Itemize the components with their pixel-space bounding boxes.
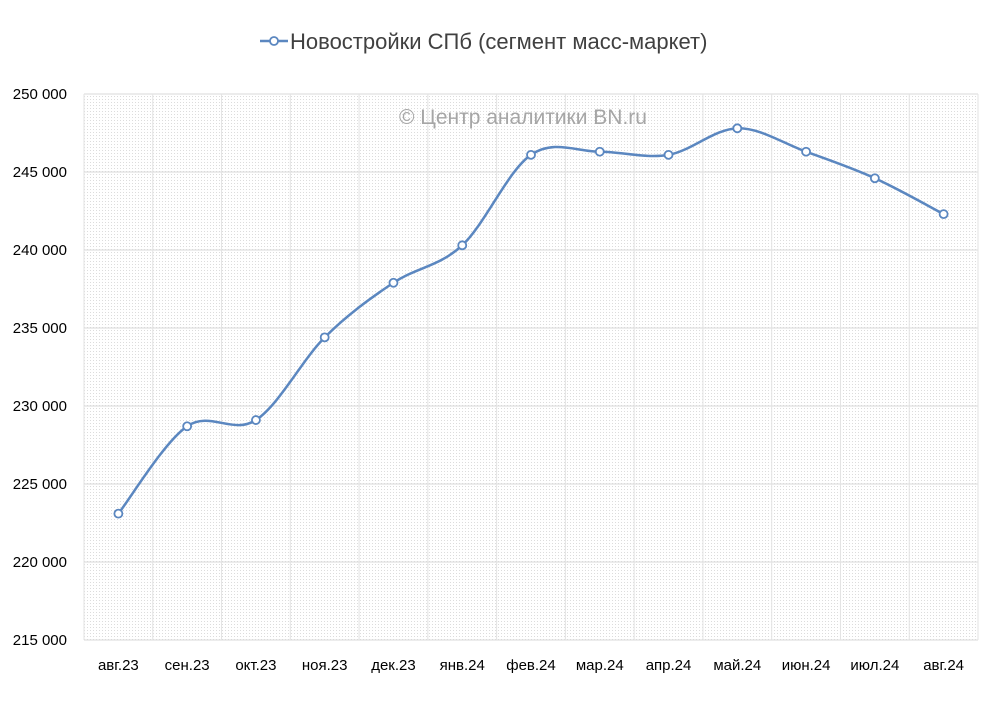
- data-point: [251, 415, 261, 425]
- data-point: [663, 149, 674, 160]
- x-tick-label: ноя.23: [302, 657, 348, 674]
- x-tick-label: май.24: [713, 657, 761, 674]
- legend-label: Новостройки СПб (сегмент масс-маркет): [290, 29, 707, 54]
- data-point: [594, 146, 605, 157]
- y-tick-label: 220 000: [13, 554, 67, 571]
- x-tick-label: июл.24: [850, 657, 899, 674]
- data-point: [732, 123, 743, 134]
- legend-point-marker: [269, 36, 279, 46]
- x-tick-label: мар.24: [576, 657, 624, 674]
- y-tick-label: 240 000: [13, 242, 67, 259]
- x-tick-label: окт.23: [235, 657, 276, 674]
- x-tick-label: сен.23: [165, 657, 210, 674]
- data-point: [457, 240, 468, 251]
- data-point: [319, 332, 330, 343]
- y-axis: 215 000 220 000 225 000 230 000 235 000 240 0…: [13, 86, 67, 649]
- y-tick-label: 225 000: [13, 476, 67, 493]
- x-tick-label: авг.24: [923, 657, 964, 674]
- data-point: [182, 421, 193, 432]
- watermark-text: © Центр аналитики BN.ru: [399, 106, 647, 129]
- x-axis: авг.23 сен.23 окт.23 ноя.23 дек.23 янв.24 фев.…: [98, 657, 964, 674]
- y-tick-label: 230 000: [13, 398, 67, 415]
- data-point: [938, 209, 949, 220]
- plot-area: [84, 94, 978, 640]
- y-tick-label: 245 000: [13, 164, 67, 181]
- data-point: [526, 149, 536, 160]
- legend: Новостройки СПб (сегмент масс-маркет): [260, 29, 707, 54]
- data-point: [801, 146, 811, 157]
- gridlines: [83, 93, 979, 641]
- y-tick-label: 215 000: [13, 632, 67, 649]
- x-tick-label: апр.24: [646, 657, 692, 674]
- x-tick-label: янв.24: [440, 657, 485, 674]
- series-layer: [113, 123, 949, 519]
- data-point: [113, 508, 124, 519]
- data-point: [869, 173, 880, 184]
- x-tick-label: июн.24: [782, 657, 831, 674]
- x-tick-label: авг.23: [98, 657, 139, 674]
- x-tick-label: фев.24: [506, 657, 556, 674]
- x-tick-label: дек.23: [371, 657, 416, 674]
- data-point: [388, 277, 399, 288]
- y-tick-label: 250 000: [13, 86, 67, 103]
- y-tick-label: 235 000: [13, 320, 67, 337]
